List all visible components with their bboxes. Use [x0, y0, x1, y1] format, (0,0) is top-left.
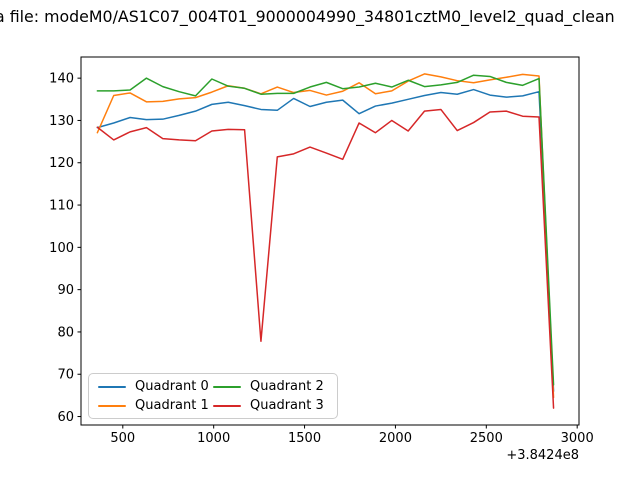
legend-item-quadrant-1: Quadrant 1	[98, 399, 213, 412]
legend-label: Quadrant 0	[135, 379, 209, 394]
x-tick-label: 1500	[288, 431, 321, 446]
legend-label: Quadrant 1	[135, 398, 209, 413]
figure-title: a file: modeM0/AS1C07_004T01_9000004990_…	[0, 7, 615, 26]
legend-label: Quadrant 2	[250, 379, 324, 394]
legend-line-quadrant-2	[213, 385, 241, 388]
plot-line-quadrant-3	[96, 108, 555, 409]
x-tick-label: 2500	[470, 431, 503, 446]
y-tick-label: 130	[49, 114, 74, 129]
plot-line-quadrant-1	[96, 73, 555, 399]
legend-line-quadrant-3	[213, 404, 241, 407]
y-tick-label: 100	[49, 241, 74, 256]
legend-label: Quadrant 3	[250, 398, 324, 413]
legend-item-quadrant-3: Quadrant 3	[213, 399, 328, 412]
legend: Quadrant 0 Quadrant 1 Quadrant 2 Quadran…	[88, 373, 338, 419]
x-tick-label: 500	[110, 431, 135, 446]
y-tick-label: 80	[57, 325, 74, 340]
x-tick-label: 3000	[561, 431, 594, 446]
y-tick-label: 90	[57, 283, 74, 298]
x-axis-offset-label: +3.8424e8	[506, 448, 579, 463]
y-tick-label: 60	[57, 410, 74, 425]
x-tick-label: 1000	[197, 431, 230, 446]
series-lines	[96, 73, 555, 409]
y-tick-label: 110	[49, 199, 74, 214]
y-tick-label: 70	[57, 368, 74, 383]
plot-line-quadrant-0	[96, 88, 555, 392]
y-tick-label: 120	[49, 156, 74, 171]
axes-spines	[80, 56, 580, 426]
x-tick-label: 2000	[379, 431, 412, 446]
legend-line-quadrant-1	[98, 404, 126, 407]
legend-item-quadrant-0: Quadrant 0	[98, 380, 213, 393]
y-tick-label: 140	[49, 72, 74, 87]
plot-line-quadrant-2	[96, 74, 555, 386]
legend-line-quadrant-0	[98, 385, 126, 388]
legend-item-quadrant-2: Quadrant 2	[213, 380, 328, 393]
